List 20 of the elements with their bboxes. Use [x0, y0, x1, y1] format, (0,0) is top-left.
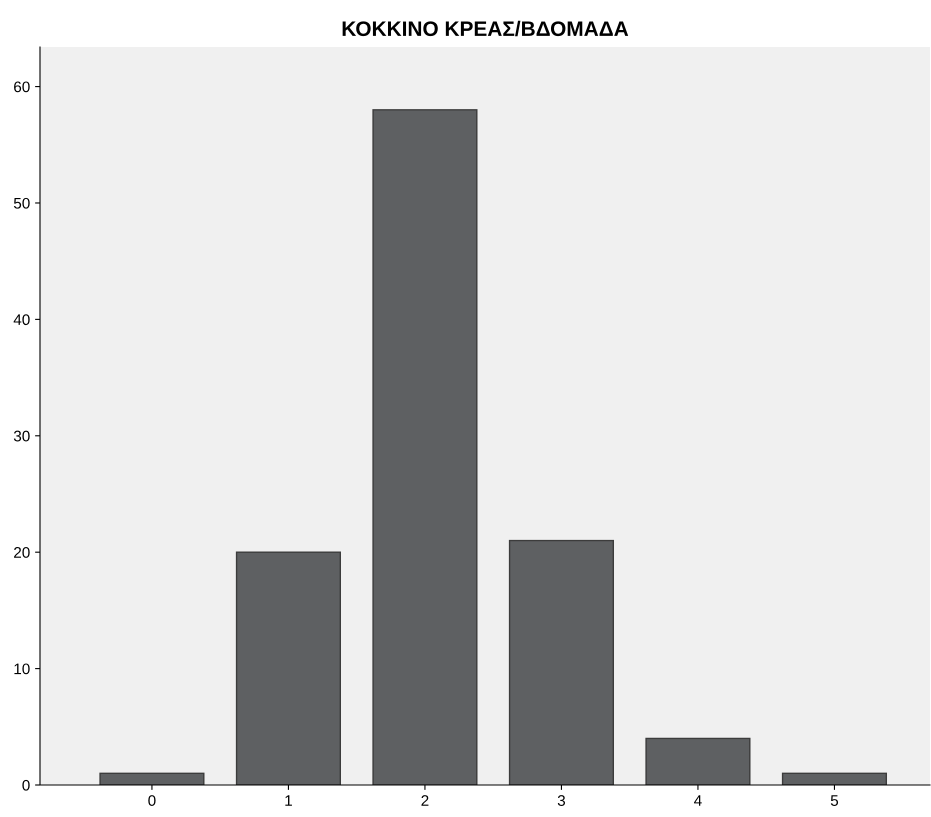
bar	[508, 540, 614, 785]
bar	[372, 109, 478, 785]
x-tick-label: 1	[285, 795, 292, 806]
y-tick-label: 10	[14, 663, 30, 674]
bar	[236, 551, 341, 785]
y-tick-label: 60	[14, 81, 30, 92]
x-tick-label: 0	[148, 795, 156, 806]
x-tick-label: 5	[830, 795, 838, 806]
y-tick-label: 20	[14, 547, 30, 558]
x-tick-label: 4	[694, 795, 702, 806]
bar	[645, 738, 751, 785]
y-tick-label: 40	[14, 314, 30, 326]
y-tick-label: 0	[22, 780, 30, 791]
y-tick-label: 50	[14, 198, 30, 209]
x-tick-label: 3	[558, 795, 566, 806]
chart-title: ΚΟΚΚΙΝΟ ΚΡΕΑΣ/ΒΔΟΜΑΔΑ	[342, 20, 628, 36]
bar	[99, 772, 204, 785]
x-tick-label: 2	[421, 795, 428, 806]
bar	[782, 772, 888, 785]
y-tick-label: 30	[14, 430, 30, 442]
